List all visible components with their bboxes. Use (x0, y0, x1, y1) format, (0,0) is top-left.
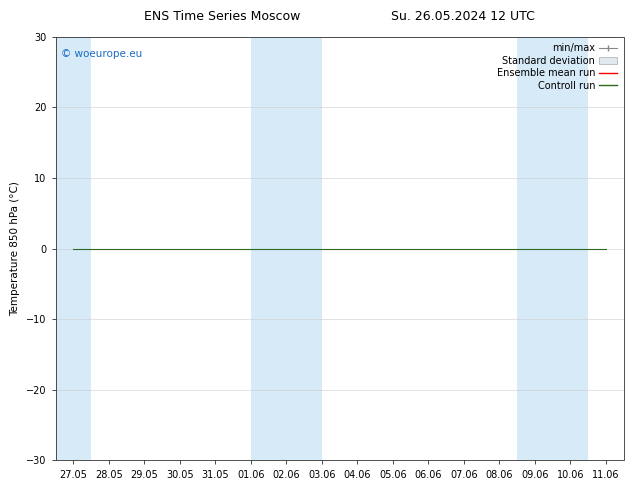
Bar (517, 37, 588, 461)
Y-axis label: Temperature 850 hPa (°C): Temperature 850 hPa (°C) (11, 181, 20, 316)
Bar (56, 37, 91, 461)
Legend: min/max, Standard deviation, Ensemble mean run, Controll run: min/max, Standard deviation, Ensemble me… (495, 42, 619, 93)
Bar (251, 37, 322, 461)
Text: ENS Time Series Moscow: ENS Time Series Moscow (144, 10, 300, 23)
Text: Su. 26.05.2024 12 UTC: Su. 26.05.2024 12 UTC (391, 10, 534, 23)
Text: © woeurope.eu: © woeurope.eu (61, 49, 143, 59)
